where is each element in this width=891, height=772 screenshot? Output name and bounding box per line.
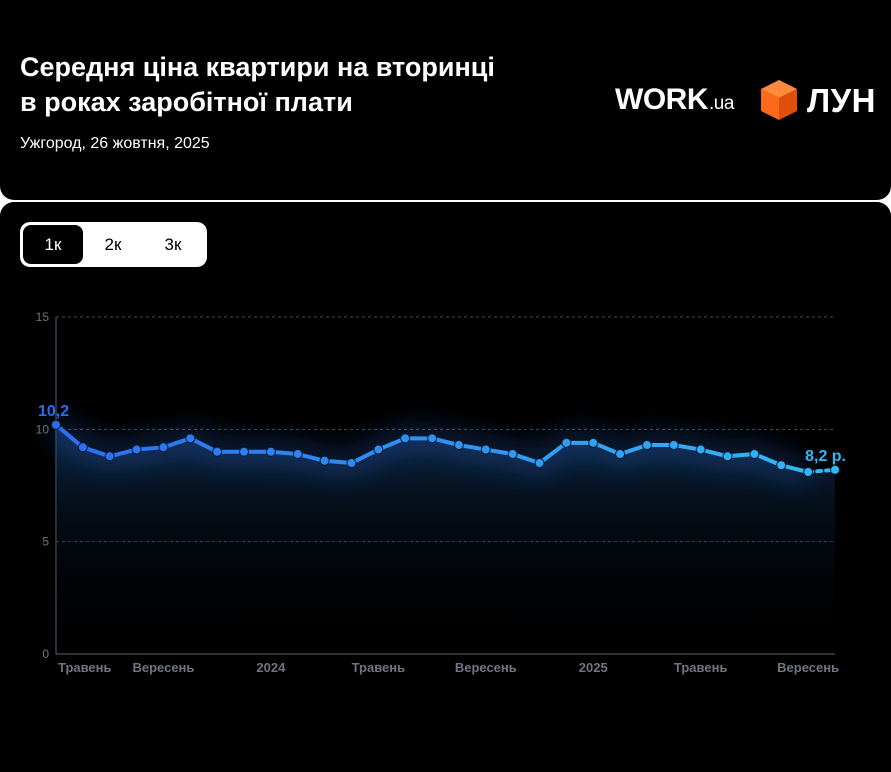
data-point bbox=[265, 446, 276, 457]
data-point bbox=[131, 444, 142, 455]
data-point bbox=[480, 444, 491, 455]
data-point bbox=[427, 433, 438, 444]
tab-2k[interactable]: 2к bbox=[104, 235, 122, 254]
data-point bbox=[239, 446, 250, 457]
x-tick-label: Вересень bbox=[455, 660, 517, 675]
x-tick-label: 2024 bbox=[256, 660, 286, 675]
data-point bbox=[668, 440, 679, 451]
chart-title-line2: в роках заробітної плати bbox=[20, 87, 353, 117]
data-point bbox=[212, 446, 223, 457]
work-ua-logo-main: WORK bbox=[615, 83, 708, 116]
y-tick-label: 10 bbox=[36, 422, 50, 436]
header-card: Середня ціна квартири на вторинці в рока… bbox=[0, 0, 891, 200]
y-tick-label: 5 bbox=[42, 535, 49, 549]
data-point bbox=[615, 449, 626, 460]
data-point bbox=[346, 458, 357, 469]
chart-title: Середня ціна квартири на вторинці в рока… bbox=[20, 50, 580, 120]
chart-subtitle: Ужгород, 26 жовтня, 2025 bbox=[20, 135, 210, 152]
data-point bbox=[534, 458, 545, 469]
x-tick-label: 2025 bbox=[579, 660, 608, 675]
first-value-label: 10,2 bbox=[38, 403, 69, 420]
work-ua-logo-suffix: .ua bbox=[708, 93, 734, 114]
x-tick-label: Вересень bbox=[777, 660, 839, 675]
data-point bbox=[507, 449, 518, 460]
x-tick-label: Травень bbox=[352, 660, 406, 675]
chart-title-line1: Середня ціна квартири на вторинці bbox=[20, 52, 495, 82]
lun-cube-icon bbox=[761, 80, 797, 120]
lun-logo: ЛУН bbox=[807, 82, 877, 119]
last-value-label: 8,2 р. bbox=[805, 448, 846, 465]
work-ua-logo: WORK.ua bbox=[615, 83, 734, 117]
data-point bbox=[373, 444, 384, 455]
x-tick-label: Травень bbox=[58, 660, 112, 675]
data-point bbox=[104, 451, 115, 462]
data-point bbox=[400, 433, 411, 444]
tab-1k[interactable]: 1к bbox=[23, 225, 83, 264]
data-point bbox=[803, 467, 814, 478]
room-count-tabs: 1к 2к 3к bbox=[20, 222, 207, 267]
data-point bbox=[776, 460, 787, 471]
data-point bbox=[749, 449, 760, 460]
data-point bbox=[588, 437, 599, 448]
data-point bbox=[319, 455, 330, 466]
area-fill bbox=[56, 424, 835, 654]
data-point bbox=[158, 442, 169, 453]
x-tick-label: Вересень bbox=[132, 660, 194, 675]
data-point bbox=[77, 442, 88, 453]
data-point bbox=[51, 419, 61, 430]
y-tick-label: 0 bbox=[42, 647, 49, 661]
data-point bbox=[185, 433, 196, 444]
data-point bbox=[641, 440, 652, 451]
data-point bbox=[830, 464, 840, 475]
data-point bbox=[292, 449, 303, 460]
data-point bbox=[722, 451, 733, 462]
tab-3k[interactable]: 3к bbox=[164, 235, 182, 254]
data-point bbox=[561, 437, 572, 448]
data-point bbox=[453, 440, 464, 451]
y-tick-label: 15 bbox=[36, 310, 50, 324]
x-tick-label: Травень bbox=[674, 660, 728, 675]
data-point bbox=[695, 444, 706, 455]
